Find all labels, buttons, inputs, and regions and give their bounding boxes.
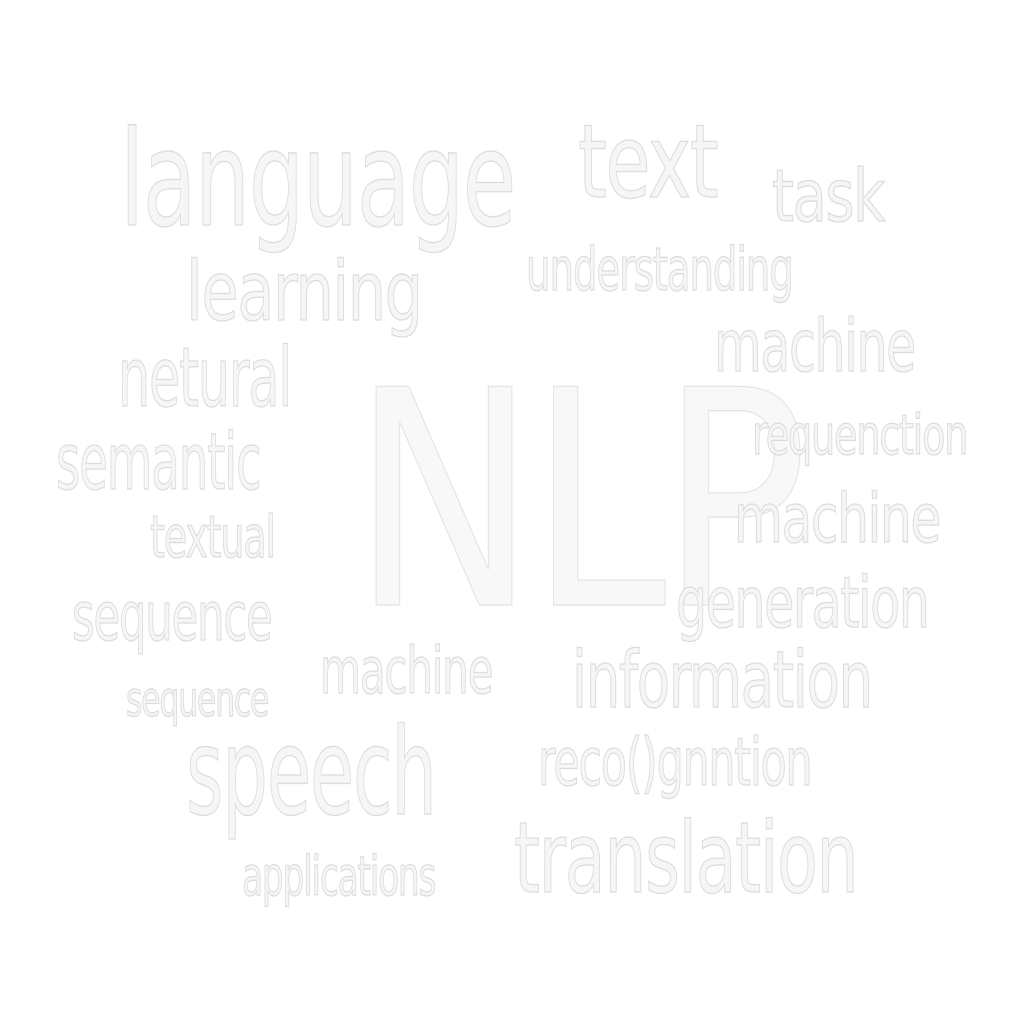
word-speech: speech: [186, 704, 438, 843]
word-language: language: [120, 103, 517, 257]
word-task: task: [771, 154, 886, 238]
word-machine: machine: [714, 304, 917, 388]
word-understanding: understanding: [526, 235, 795, 305]
word-information: information: [572, 636, 874, 726]
word-semantic: semantic: [56, 418, 263, 508]
word-translation: translation: [514, 802, 860, 916]
word-requenction: requenction: [752, 403, 969, 467]
word-recognition: reco()gnntion: [538, 724, 813, 801]
word-machine: machine: [320, 635, 494, 709]
word-learning: learning: [186, 245, 424, 340]
word-sequence: sequence: [72, 578, 274, 657]
word-machine: machine: [734, 480, 942, 559]
word-netural: netural: [118, 331, 293, 426]
word-nlp: NLP: [352, 327, 809, 676]
word-applications: applications: [242, 845, 437, 908]
word-text: text: [578, 103, 720, 222]
word-generation: generation: [676, 562, 931, 644]
word-textual: textual: [150, 503, 277, 571]
word-sequence: sequence: [126, 672, 270, 728]
